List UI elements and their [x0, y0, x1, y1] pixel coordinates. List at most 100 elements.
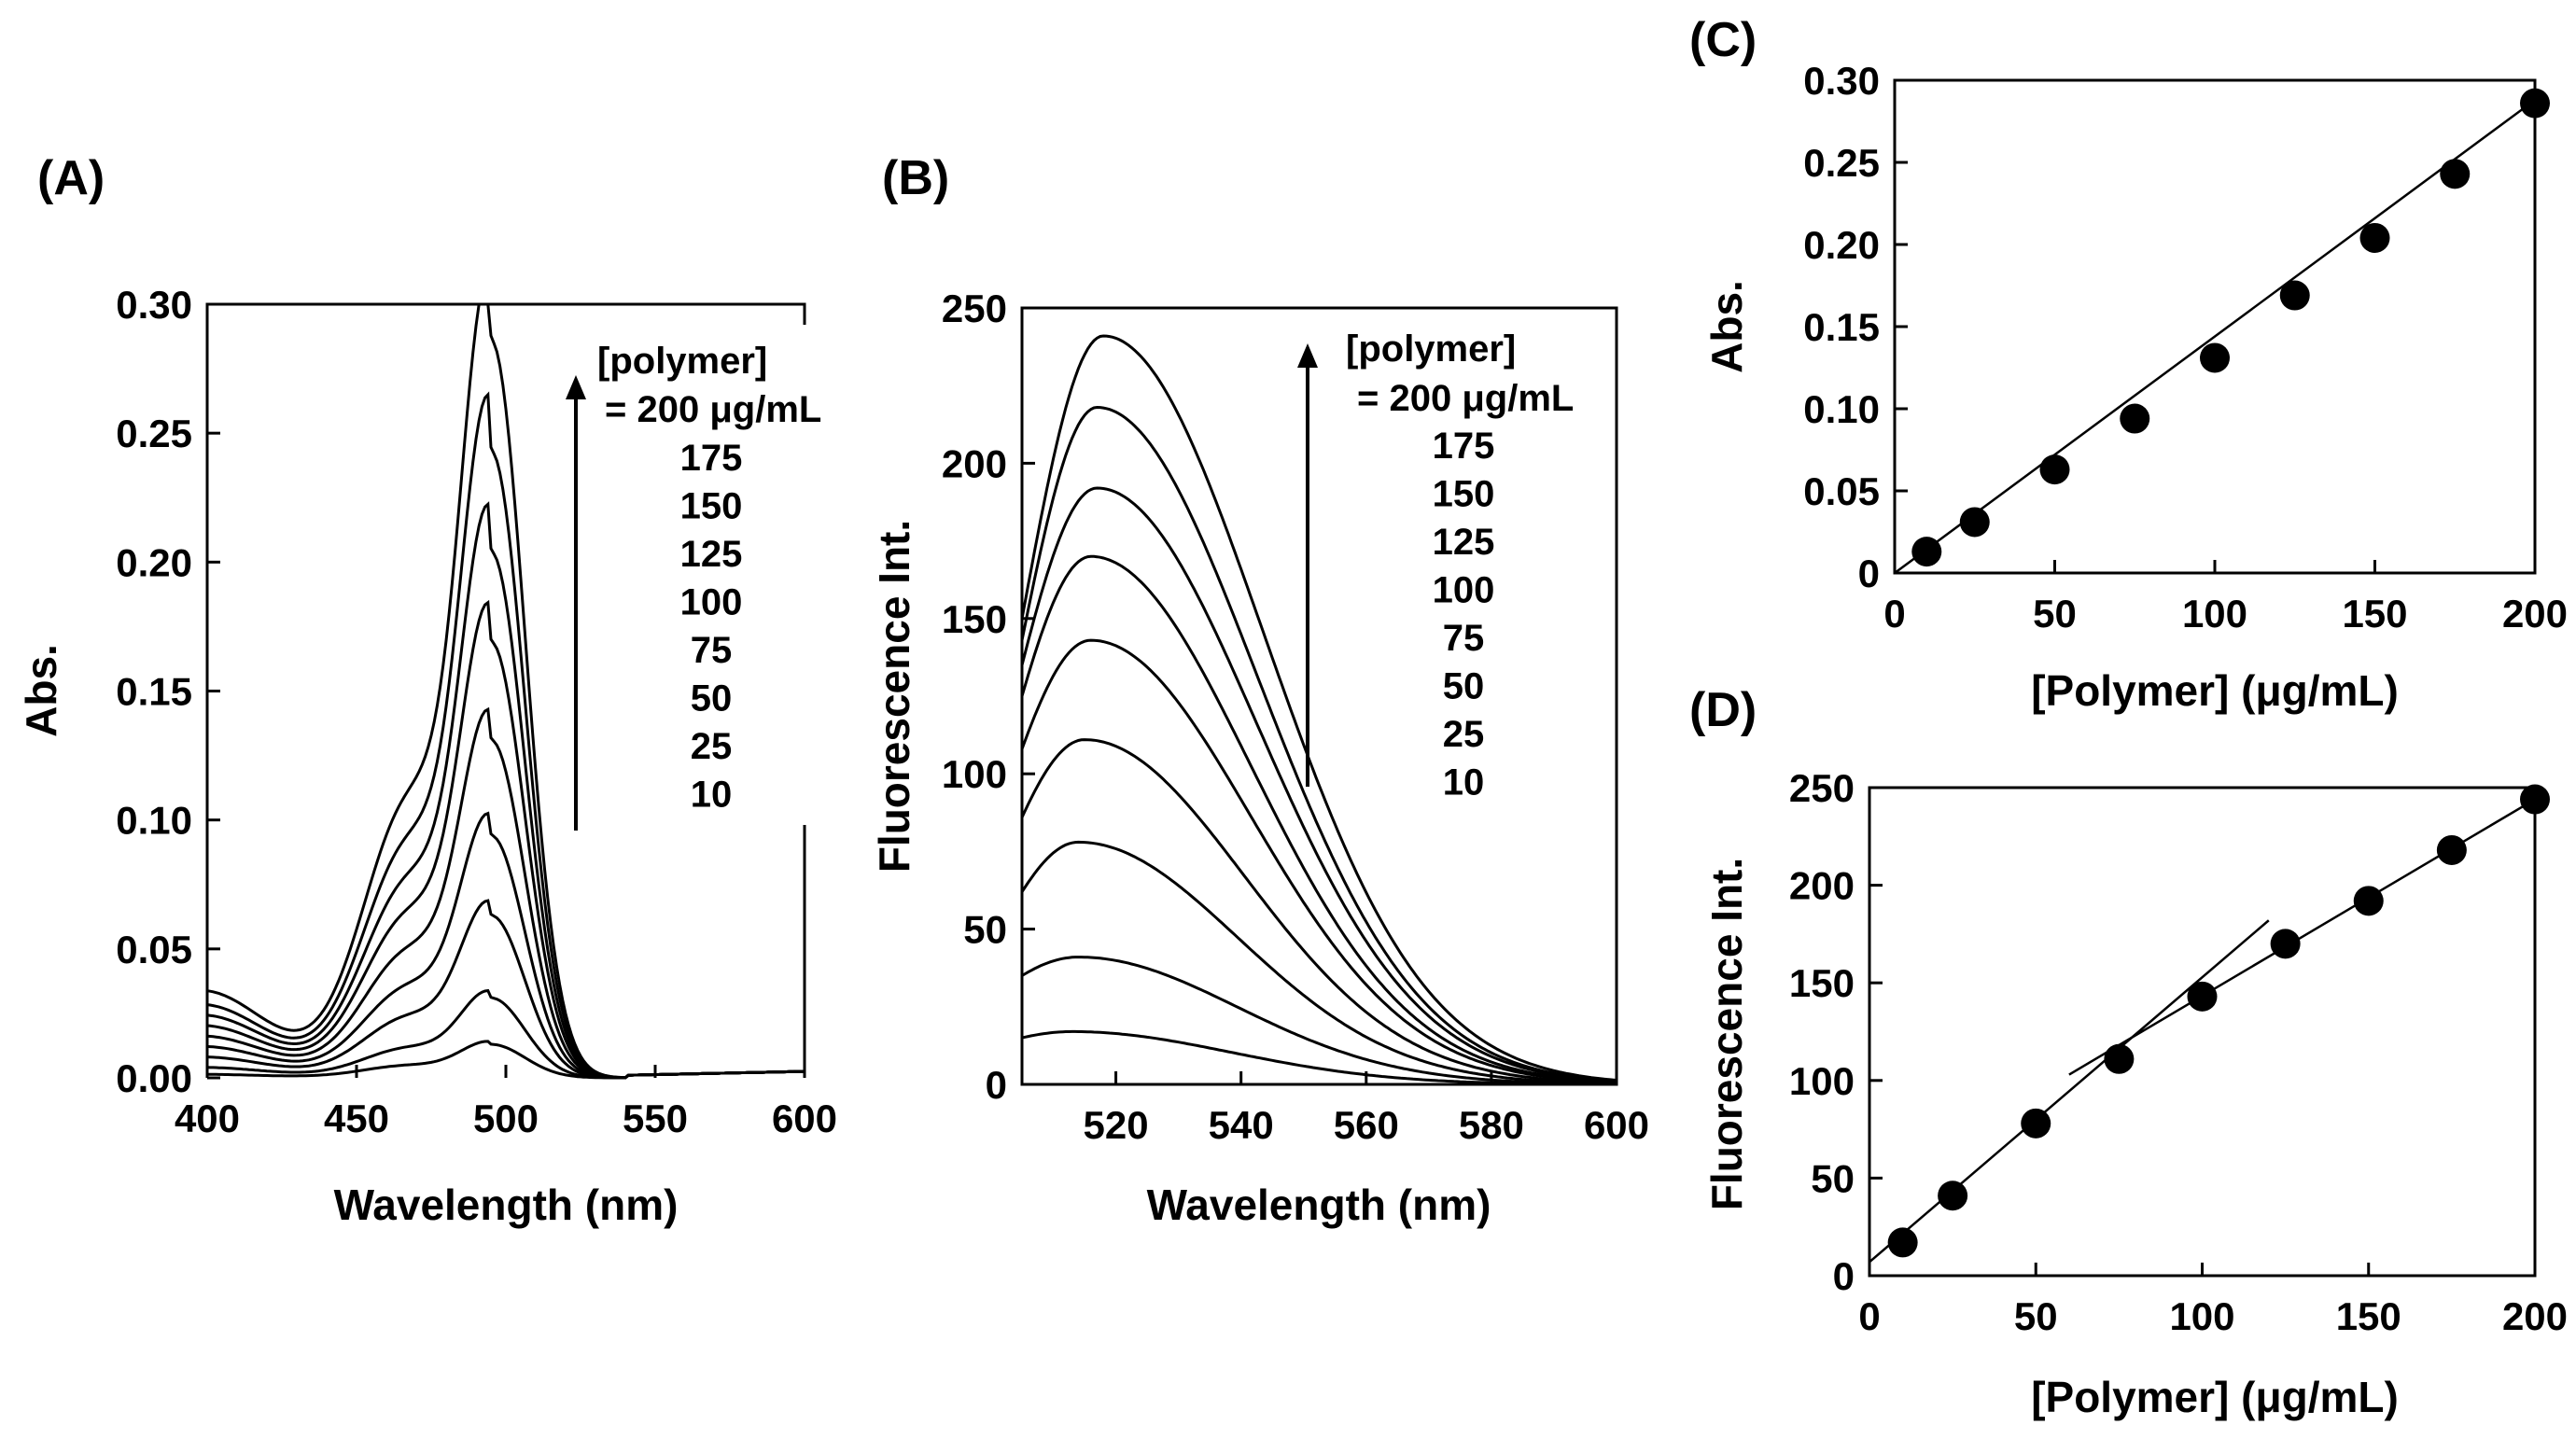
- y-tick-label: 0.10: [1803, 387, 1880, 431]
- fit-line: [2068, 798, 2536, 1076]
- legend-entry: 25: [691, 726, 733, 767]
- x-tick-label: 100: [2182, 592, 2247, 636]
- legend-entry: 10: [691, 775, 733, 816]
- panel-a-arrowhead: [566, 375, 586, 399]
- spectrum-curve: [206, 988, 805, 1080]
- panel-a-x-ticks: 400 450 500 550 600: [175, 1065, 837, 1140]
- fit-line: [1869, 919, 2270, 1264]
- legend-entry: 50: [1443, 666, 1485, 707]
- y-tick-label: 200: [1789, 864, 1855, 908]
- y-tick-label: 100: [1789, 1059, 1855, 1103]
- y-tick-label: 200: [942, 441, 1007, 485]
- x-tick-label: 50: [2014, 1294, 2058, 1338]
- panel-b-x-ticks: 520 540 560 580 600: [1084, 1071, 1649, 1147]
- data-point: [1911, 537, 1942, 567]
- y-tick-label: 0.20: [116, 540, 192, 584]
- emission-curve: [1020, 486, 1617, 1083]
- panel-a-y-ticks: 0.00 0.05 0.10 0.15 0.20 0.25 0.30: [116, 283, 220, 1100]
- legend-entry: 100: [680, 582, 743, 623]
- data-point: [1938, 1181, 1968, 1211]
- panel-b-frame: [1020, 306, 1618, 1086]
- x-tick-label: 100: [2169, 1294, 2234, 1338]
- panel-d-y-axis-label: Fluorescence Int.: [1702, 858, 1751, 1210]
- x-tick-label: 520: [1084, 1103, 1149, 1147]
- panel-d-y-ticks: 0 50 100 150 200 250: [1789, 766, 1883, 1298]
- y-tick-label: 0: [986, 1063, 1007, 1107]
- panel-d-x-ticks: 0 50 100 150 200: [1858, 1263, 2568, 1338]
- x-tick-label: 0: [1858, 1294, 1880, 1338]
- y-tick-label: 50: [1811, 1156, 1855, 1200]
- fit-line: [1894, 99, 2536, 575]
- legend-entry: 125: [1433, 522, 1495, 563]
- panel-c-x-ticks: 0 50 100 150 200: [1883, 560, 2568, 636]
- emission-curve: [1020, 738, 1617, 1085]
- x-tick-label: 50: [2033, 592, 2077, 636]
- y-tick-label: 0: [1858, 552, 1880, 595]
- data-point: [2279, 280, 2310, 311]
- x-tick-label: 580: [1459, 1103, 1524, 1147]
- emission-curve: [1020, 334, 1617, 1082]
- y-tick-label: 0.15: [1803, 305, 1880, 349]
- data-point: [2270, 929, 2301, 959]
- y-tick-label: 150: [1789, 961, 1855, 1005]
- y-tick-label: 0.25: [1803, 141, 1880, 185]
- emission-curve: [1020, 638, 1617, 1084]
- panel-c-label: (C): [1689, 13, 1757, 67]
- x-tick-label: 600: [772, 1097, 837, 1140]
- data-point: [2120, 403, 2150, 434]
- y-tick-label: 0.25: [116, 412, 192, 455]
- x-tick-label: 560: [1334, 1103, 1399, 1147]
- panel-d-frame: [1868, 786, 2537, 1278]
- panel-d-x-axis-label: [Polymer] (μg/mL): [2031, 1373, 2399, 1421]
- data-point: [2187, 981, 2218, 1012]
- y-tick-label: 0.00: [116, 1056, 192, 1100]
- panel-a-y-axis-label: Abs.: [17, 644, 65, 737]
- legend-entry: 75: [691, 630, 733, 671]
- panel-c-x-axis-label: [Polymer] (μg/mL): [2031, 666, 2399, 715]
- panel-a-x-axis-label: Wavelength (nm): [334, 1181, 679, 1229]
- legend-entry: 10: [1443, 762, 1485, 803]
- data-point: [2353, 886, 2384, 916]
- spectrum-curve: [206, 302, 805, 1080]
- y-tick-label: 100: [942, 752, 1007, 796]
- y-tick-label: 0.15: [116, 670, 192, 714]
- panel-b-legend-entries: 175 150 125 100 75 50 25 10: [1433, 426, 1495, 803]
- panel-b-x-axis-label: Wavelength (nm): [1147, 1181, 1491, 1229]
- legend-entry: 75: [1443, 618, 1485, 659]
- data-point: [2021, 1108, 2051, 1139]
- legend-entry: 25: [1443, 714, 1485, 755]
- panel-b-y-axis-label: Fluorescence Int.: [870, 520, 918, 873]
- data-point: [2104, 1043, 2135, 1074]
- panel-a-chart: (A) 400 450 500 550 600 0.00 0.05 0.10 0.15 0.20…: [17, 151, 837, 1229]
- panel-d-fit-lines: [1869, 798, 2536, 1264]
- x-tick-label: 540: [1209, 1103, 1274, 1147]
- x-tick-label: 200: [2502, 1294, 2568, 1338]
- panel-d-points: [1887, 784, 2550, 1258]
- x-tick-label: 600: [1584, 1103, 1649, 1147]
- panel-c-y-ticks: 0 0.05 0.10 0.15 0.20 0.25 0.30: [1803, 59, 1908, 595]
- legend-entry: 150: [1433, 474, 1495, 515]
- data-point: [2039, 454, 2070, 485]
- emission-curve: [1020, 405, 1617, 1083]
- panel-a-legend-title: [polymer]: [597, 341, 767, 382]
- panel-b-chart: (B) 520 540 560 580 600 0 50 100 150 200 250 Wave…: [870, 151, 1649, 1229]
- panel-b-label: (B): [882, 151, 949, 205]
- y-tick-label: 50: [963, 908, 1007, 952]
- data-point: [2520, 88, 2550, 119]
- data-point: [2200, 342, 2230, 373]
- panel-b-legend-first: = 200 μg/mL: [1357, 378, 1574, 419]
- panel-a-curves: [206, 302, 805, 1080]
- y-tick-label: 0.05: [1803, 469, 1880, 513]
- x-tick-label: 150: [2336, 1294, 2401, 1338]
- legend-entry: 50: [691, 678, 733, 720]
- panel-c-y-axis-label: Abs.: [1702, 280, 1751, 373]
- x-tick-label: 550: [623, 1097, 688, 1140]
- x-tick-label: 500: [473, 1097, 539, 1140]
- y-tick-label: 0: [1833, 1254, 1855, 1298]
- panel-c-frame: [1893, 78, 2537, 575]
- x-tick-label: 150: [2342, 592, 2407, 636]
- legend-entry: 175: [1433, 426, 1495, 467]
- spectrum-curve: [206, 899, 805, 1080]
- y-tick-label: 0.20: [1803, 223, 1880, 267]
